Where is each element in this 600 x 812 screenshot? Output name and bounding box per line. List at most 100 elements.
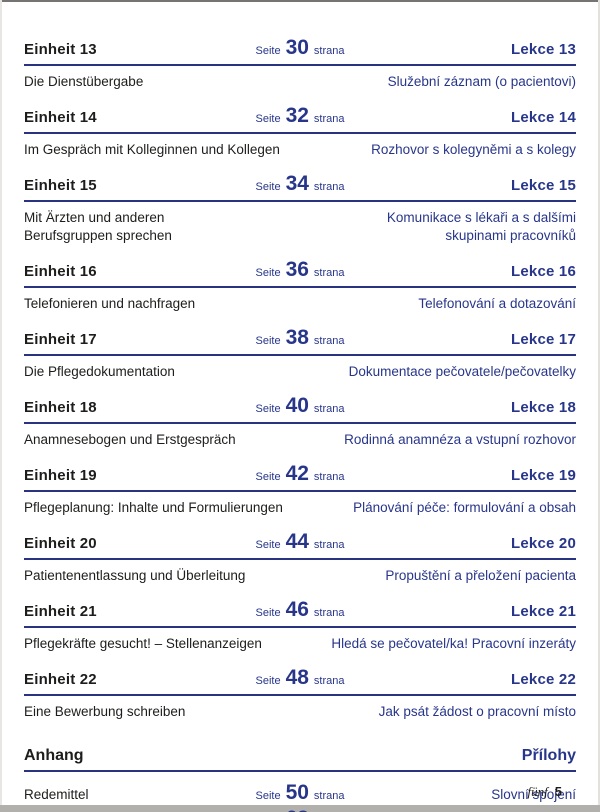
appendix-row-wortliste: Wortliste Seite63strana Slovní zásoba [24, 807, 576, 812]
subtitle-czech: Služební záznam (o pacientovi) [387, 74, 576, 89]
appendix-section: Anhang Přílohy Redemittel Seite 50 strana … [24, 747, 576, 812]
unit-heading-row: Einheit 19 Seite 42 strana Lekce 19 [24, 462, 576, 486]
unit-title-german: Einheit 17 [24, 331, 97, 348]
page-number: 63 [281, 807, 314, 812]
divider-rule [24, 694, 576, 696]
divider-rule [24, 558, 576, 560]
page-reference: Seite 48 strana [255, 666, 344, 690]
unit-subtitle-row: Mit Ärzten und anderen Berufsgruppen spr… [24, 209, 576, 245]
unit-title-czech: Lekce 16 [511, 263, 576, 280]
unit-title-czech: Lekce 22 [511, 671, 576, 688]
divider-rule [24, 354, 576, 356]
seite-label: Seite [255, 45, 281, 57]
unit-subtitle-row: Telefonieren und nachfragen Telefonování… [24, 295, 576, 313]
strana-label: strana [313, 675, 345, 687]
unit-heading-row: Einheit 20 Seite 44 strana Lekce 20 [24, 530, 576, 554]
unit-subtitle-row: Pflegekräfte gesucht! – Stellenanzeigen … [24, 635, 576, 653]
toc-unit-21: Einheit 21 Seite 46 strana Lekce 21 Pflege… [24, 598, 576, 653]
appendix-item-czech: Slovní spojení [491, 787, 576, 802]
divider-rule [24, 626, 576, 628]
toc-unit-13: Einheit 13 Seite 30 strana Lekce 13 Die Di… [24, 36, 576, 91]
unit-title-german: Einheit 18 [24, 399, 97, 416]
toc-unit-22: Einheit 22 Seite 48 strana Lekce 22 Eine B… [24, 666, 576, 721]
page-number: 36 [285, 258, 309, 281]
divider-rule [24, 770, 576, 772]
page-reference: Seite 50 strana [255, 781, 344, 805]
scan-edge-bottom [0, 805, 600, 812]
page-reference: Seite 38 strana [255, 326, 344, 350]
subtitle-german: Pflegeplanung: Inhalte und Formulierunge… [24, 500, 283, 515]
page-number: 42 [285, 462, 309, 485]
unit-title-german: Einheit 13 [24, 41, 97, 58]
divider-rule [24, 200, 576, 202]
toc-unit-15: Einheit 15 Seite 34 strana Lekce 15 Mit Är… [24, 172, 576, 245]
toc-unit-20: Einheit 20 Seite 44 strana Lekce 20 Patien… [24, 530, 576, 585]
seite-label: Seite [255, 539, 281, 551]
subtitle-german: Patientenentlassung und Überleitung [24, 568, 246, 583]
page-number: 40 [285, 394, 309, 417]
strana-label: strana [313, 607, 345, 619]
unit-title-czech: Lekce 14 [511, 109, 576, 126]
footer-page-word: fünf [527, 784, 548, 799]
unit-title-german: Einheit 16 [24, 263, 97, 280]
unit-subtitle-row: Im Gespräch mit Kolleginnen und Kollegen… [24, 141, 576, 159]
seite-label: Seite [255, 403, 281, 415]
unit-subtitle-row: Eine Bewerbung schreiben Jak psát žádost… [24, 703, 576, 721]
divider-rule [24, 132, 576, 134]
subtitle-german: Eine Bewerbung schreiben [24, 704, 186, 719]
toc-unit-16: Einheit 16 Seite 36 strana Lekce 16 Telefo… [24, 258, 576, 313]
unit-heading-row: Einheit 21 Seite 46 strana Lekce 21 [24, 598, 576, 622]
strana-label: strana [313, 790, 345, 802]
unit-heading-row: Einheit 15 Seite 34 strana Lekce 15 [24, 172, 576, 196]
scan-edge-top [0, 0, 600, 2]
unit-title-german: Einheit 15 [24, 177, 97, 194]
seite-label: Seite [255, 113, 281, 125]
strana-label: strana [313, 45, 345, 57]
unit-subtitle-row: Patientenentlassung und Überleitung Prop… [24, 567, 576, 585]
appendix-heading-german: Anhang [24, 747, 84, 764]
subtitle-czech: Plánování péče: formulování a obsah [353, 500, 576, 515]
scan-edge-right [598, 0, 600, 805]
unit-title-czech: Lekce 19 [511, 467, 576, 484]
seite-label: Seite [255, 675, 281, 687]
unit-subtitle-row: Die Pflegedokumentation Dokumentace pečo… [24, 363, 576, 381]
unit-title-german: Einheit 20 [24, 535, 97, 552]
strana-label: strana [313, 113, 345, 125]
subtitle-czech: Propuštění a přeložení pacienta [385, 568, 576, 583]
seite-label: Seite [255, 335, 281, 347]
unit-subtitle-row: Die Dienstübergabe Služební záznam (o pa… [24, 73, 576, 91]
unit-title-german: Einheit 19 [24, 467, 97, 484]
toc-unit-17: Einheit 17 Seite 38 strana Lekce 17 Die Pf… [24, 326, 576, 381]
unit-title-czech: Lekce 15 [511, 177, 576, 194]
page-reference: Seite 32 strana [255, 104, 344, 128]
unit-title-german: Einheit 21 [24, 603, 97, 620]
appendix-row-redemittel: Redemittel Seite 50 strana Slovní spojení [24, 781, 576, 805]
unit-title-czech: Lekce 18 [511, 399, 576, 416]
seite-label: Seite [255, 471, 281, 483]
subtitle-czech: Jak psát žádost o pracovní místo [378, 704, 576, 719]
strana-label: strana [313, 539, 345, 551]
toc-unit-19: Einheit 19 Seite 42 strana Lekce 19 Pflege… [24, 462, 576, 517]
seite-label: Seite [255, 790, 281, 802]
strana-label: strana [313, 267, 345, 279]
appendix-heading-row: Anhang Přílohy [24, 747, 576, 765]
unit-title-czech: Lekce 20 [511, 535, 576, 552]
unit-title-german: Einheit 22 [24, 671, 97, 688]
subtitle-german: Im Gespräch mit Kolleginnen und Kollegen [24, 142, 280, 157]
appendix-heading-czech: Přílohy [521, 747, 576, 764]
appendix-item-german: Redemittel [24, 787, 89, 802]
unit-subtitle-row: Anamnesebogen und Erstgespräch Rodinná a… [24, 431, 576, 449]
unit-subtitle-row: Pflegeplanung: Inhalte und Formulierunge… [24, 499, 576, 517]
page-reference: Seite 34 strana [255, 172, 344, 196]
unit-heading-row: Einheit 13 Seite 30 strana Lekce 13 [24, 36, 576, 60]
unit-heading-row: Einheit 18 Seite 40 strana Lekce 18 [24, 394, 576, 418]
page-reference: Seite 40 strana [255, 394, 344, 418]
divider-rule [24, 490, 576, 492]
unit-title-german: Einheit 14 [24, 109, 97, 126]
page-number: 34 [285, 172, 309, 195]
page-number: 48 [285, 666, 309, 689]
divider-rule [24, 422, 576, 424]
subtitle-german: Pflegekräfte gesucht! – Stellenanzeigen [24, 636, 262, 651]
subtitle-czech: Komunikace s lékaři a s dalšími skupinam… [386, 210, 576, 243]
